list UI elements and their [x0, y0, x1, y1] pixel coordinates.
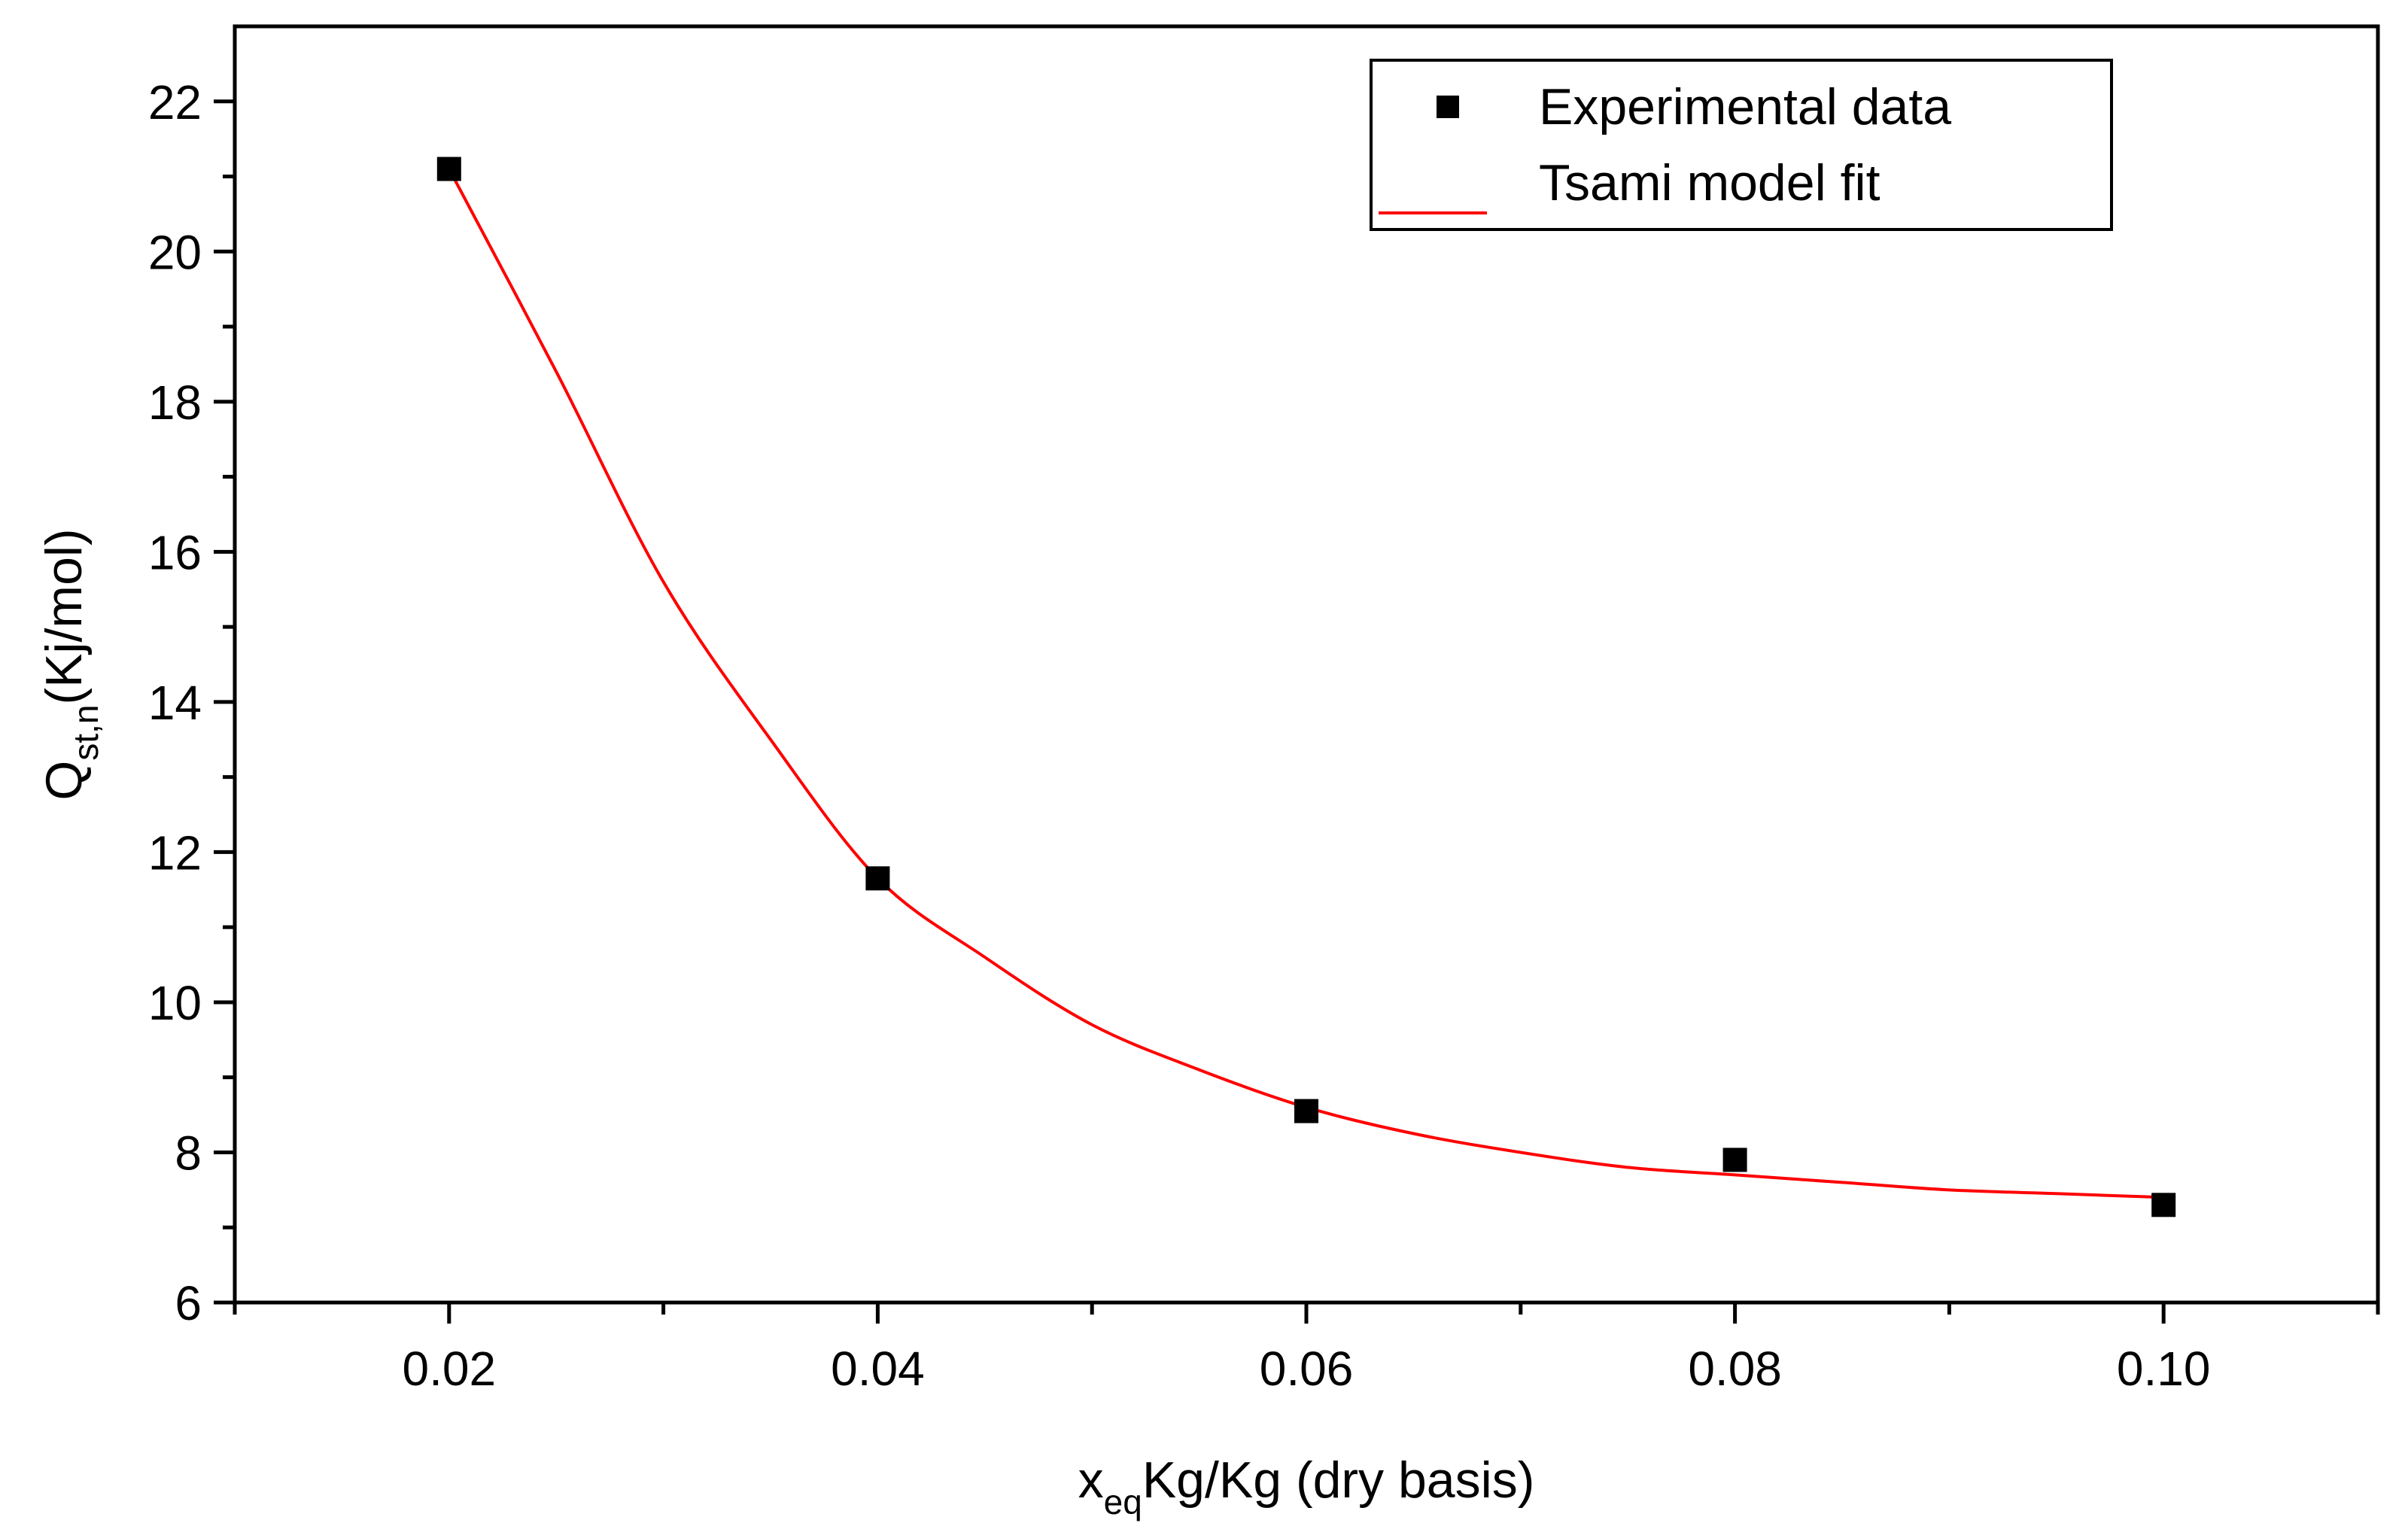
y-tick-label: 10	[148, 976, 202, 1030]
data-point	[436, 157, 461, 181]
legend-label-experimental-data: Experimental data	[1539, 78, 1951, 135]
series-markers-experimental-data	[436, 157, 2176, 1217]
y-tick-label: 20	[148, 225, 202, 279]
data-point	[1722, 1148, 1747, 1172]
axis-tick-labels: 0.02 0.04 0.06 0.08 0.10 6 8 10 12 14 16 18 20 22	[148, 75, 2211, 1396]
x-tick-label: 0.02	[403, 1342, 497, 1396]
x-axis-title-base: x	[1078, 1451, 1104, 1509]
data-point	[1294, 1099, 1318, 1123]
x-tick-label: 0.08	[1688, 1342, 1782, 1396]
y-tick-label: 6	[175, 1276, 202, 1330]
y-tick-label: 18	[148, 375, 202, 430]
x-tick-label: 0.06	[1260, 1342, 1354, 1396]
data-point	[865, 866, 890, 891]
y-axis-title: Qst,n(Kj/mol)	[35, 528, 105, 800]
legend: Experimental data Tsami model fit	[1370, 59, 2113, 231]
x-axis-title-rest: Kg/Kg (dry basis)	[1142, 1451, 1535, 1509]
y-tick-label: 12	[148, 825, 202, 880]
y-axis-title-base: Q	[35, 761, 93, 801]
series-line-tsami-model-fit	[448, 168, 2164, 1199]
y-tick-label: 14	[148, 676, 202, 730]
legend-box	[1370, 59, 2113, 231]
legend-label-tsami-model-fit: Tsami model fit	[1539, 154, 1880, 211]
x-axis-title: xeqKg/Kg (dry basis)	[1078, 1451, 1535, 1521]
legend-marker-experimental-data	[1437, 96, 1459, 118]
data-point	[2151, 1193, 2176, 1217]
y-tick-label: 22	[148, 75, 202, 129]
axis-ticks	[214, 99, 2380, 1324]
y-tick-label: 16	[148, 525, 202, 579]
y-axis-title-subscript: st,n	[66, 705, 105, 761]
x-tick-label: 0.04	[831, 1342, 925, 1396]
y-tick-label: 8	[175, 1126, 202, 1180]
x-tick-label: 0.10	[2117, 1342, 2211, 1396]
x-axis-title-subscript: eq	[1104, 1482, 1142, 1521]
y-axis-title-rest: (Kj/mol)	[35, 528, 93, 704]
